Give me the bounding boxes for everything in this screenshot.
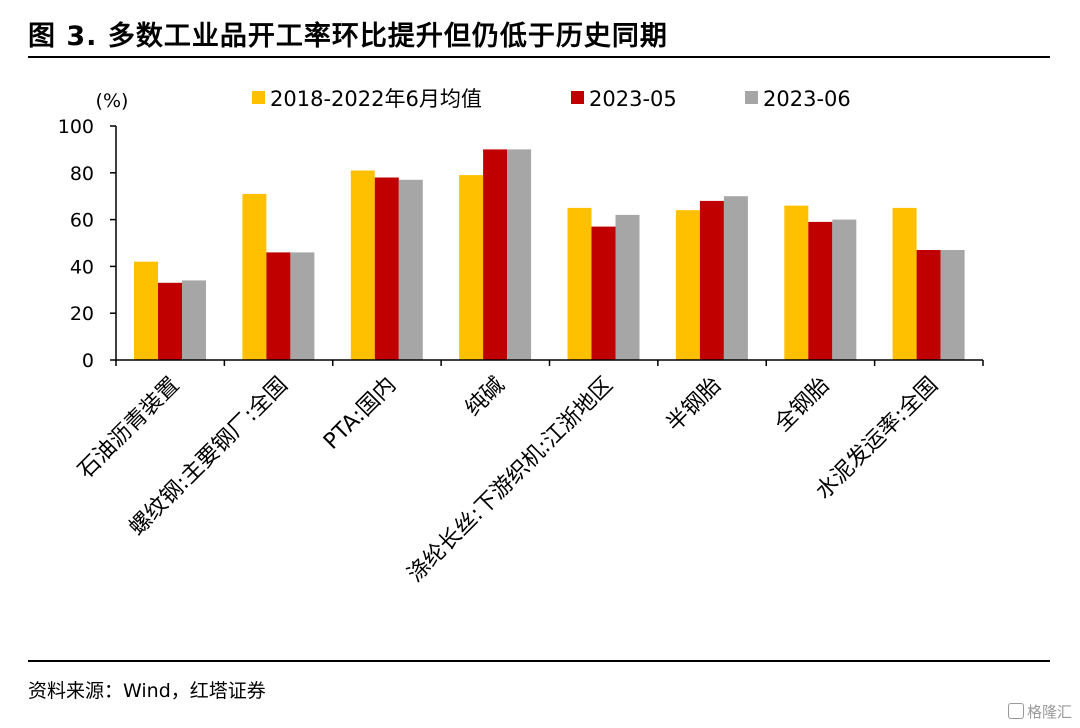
x-tick-label: 石油沥青装置: [73, 373, 184, 484]
bar-series1-cat0: [158, 282, 182, 360]
x-tick-label: 半钢胎: [662, 373, 726, 437]
y-tick-label: 0: [82, 350, 94, 372]
bar-series1-cat7: [916, 250, 941, 360]
bar-series1-cat2: [374, 177, 399, 360]
legend-label-1: 2023-05: [589, 87, 677, 111]
bar-series1-cat1: [266, 252, 291, 360]
bar-series2-cat7: [940, 250, 965, 360]
x-tick-label: PTA:国内: [319, 373, 401, 455]
bar-series2-cat1: [290, 252, 315, 360]
x-tick-label: 全钢胎: [770, 373, 834, 437]
legend-swatch-0: [252, 91, 265, 104]
source-note: 资料来源：Wind，红塔证券: [28, 680, 266, 702]
bar-series0-cat6: [784, 205, 809, 360]
bar-series2-cat6: [832, 219, 857, 360]
y-tick-label: 60: [70, 210, 94, 232]
bar-series0-cat0: [134, 261, 158, 360]
bar-series1-cat4: [591, 226, 616, 360]
bar-series2-cat0: [182, 280, 206, 360]
legend: 2018-2022年6月均值 2023-05 2023-06: [252, 87, 851, 111]
bar-series0-cat1: [242, 193, 267, 360]
bar-series2-cat5: [723, 196, 748, 360]
y-tick-label: 20: [70, 303, 94, 325]
legend-label-0: 2018-2022年6月均值: [270, 87, 482, 111]
watermark-text: 格隆汇: [1026, 703, 1072, 721]
legend-swatch-2: [745, 91, 758, 104]
x-tick-label: 涤纶长丝:下游织机:江浙地区: [403, 373, 618, 588]
figure-title: 图 3. 多数工业品开工率环比提升但仍低于历史同期: [28, 21, 668, 52]
bar-series0-cat5: [675, 210, 700, 360]
bar-series0-cat2: [350, 170, 375, 360]
legend-swatch-1: [571, 91, 584, 104]
y-tick-label: 80: [70, 163, 94, 185]
bars: [134, 149, 965, 360]
bar-series0-cat7: [892, 207, 917, 360]
bar-series1-cat6: [808, 221, 833, 360]
bar-series1-cat3: [483, 149, 508, 360]
x-tick-labels: 石油沥青装置螺纹钢:主要钢厂:全国 PTA:国内 纯碱涤纶长丝:下游织机:江浙地区半…: [73, 373, 943, 588]
bar-series0-cat3: [459, 175, 484, 360]
bar-series1-cat5: [699, 200, 724, 360]
title-rule: [28, 56, 1050, 58]
y-tick-label: 100: [58, 116, 94, 138]
bar-series2-cat4: [615, 214, 640, 360]
axes: [110, 125, 984, 366]
bar-series2-cat2: [398, 179, 423, 360]
watermark: 格隆汇: [1007, 701, 1072, 722]
source-rule: [28, 660, 1050, 662]
legend-label-2: 2023-06: [763, 87, 851, 111]
bar-series0-cat4: [567, 207, 592, 360]
y-unit-label: (%): [96, 90, 129, 112]
bar-series2-cat3: [507, 149, 532, 360]
y-tick-label: 40: [70, 256, 94, 278]
x-tick-label: 纯碱: [461, 373, 510, 422]
y-tick-labels: 0 20 40 60 80 100: [58, 116, 94, 372]
watermark-logo-icon: [1007, 703, 1024, 719]
